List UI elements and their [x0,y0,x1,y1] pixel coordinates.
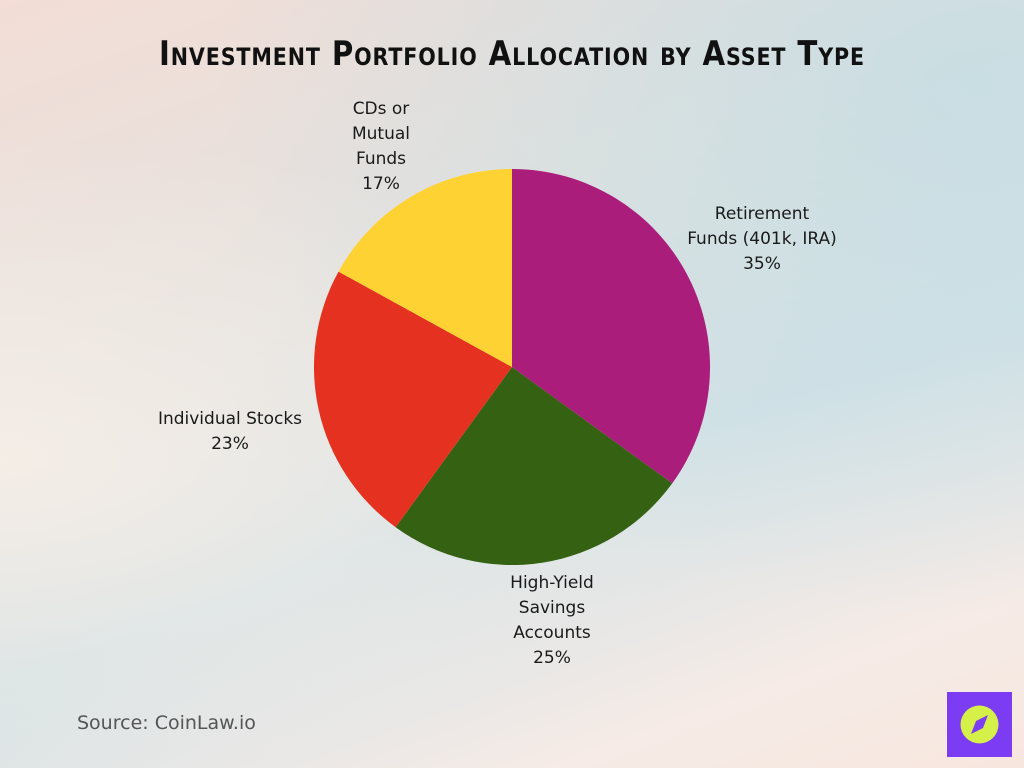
pie-slice-stocks[interactable] [313,271,512,528]
source-note: Source: CoinLaw.io [77,712,256,734]
label-stocks: Individual Stocks 23% [157,409,303,454]
brand-logo [947,692,1012,757]
label-cds: CDs or Mutual Funds 17% [351,99,411,194]
pie-slice-retirement[interactable] [512,169,711,484]
label-retirement: Retirement Funds (401k, IRA) 35% [687,204,837,274]
pie-slice-cds[interactable] [338,169,513,367]
pie-slice-savings[interactable] [395,367,673,566]
compass-icon [960,705,999,744]
label-savings: High-Yield Savings Accounts 25% [510,573,594,668]
chart-title: Investment Portfolio Allocation by Asset… [159,34,865,74]
